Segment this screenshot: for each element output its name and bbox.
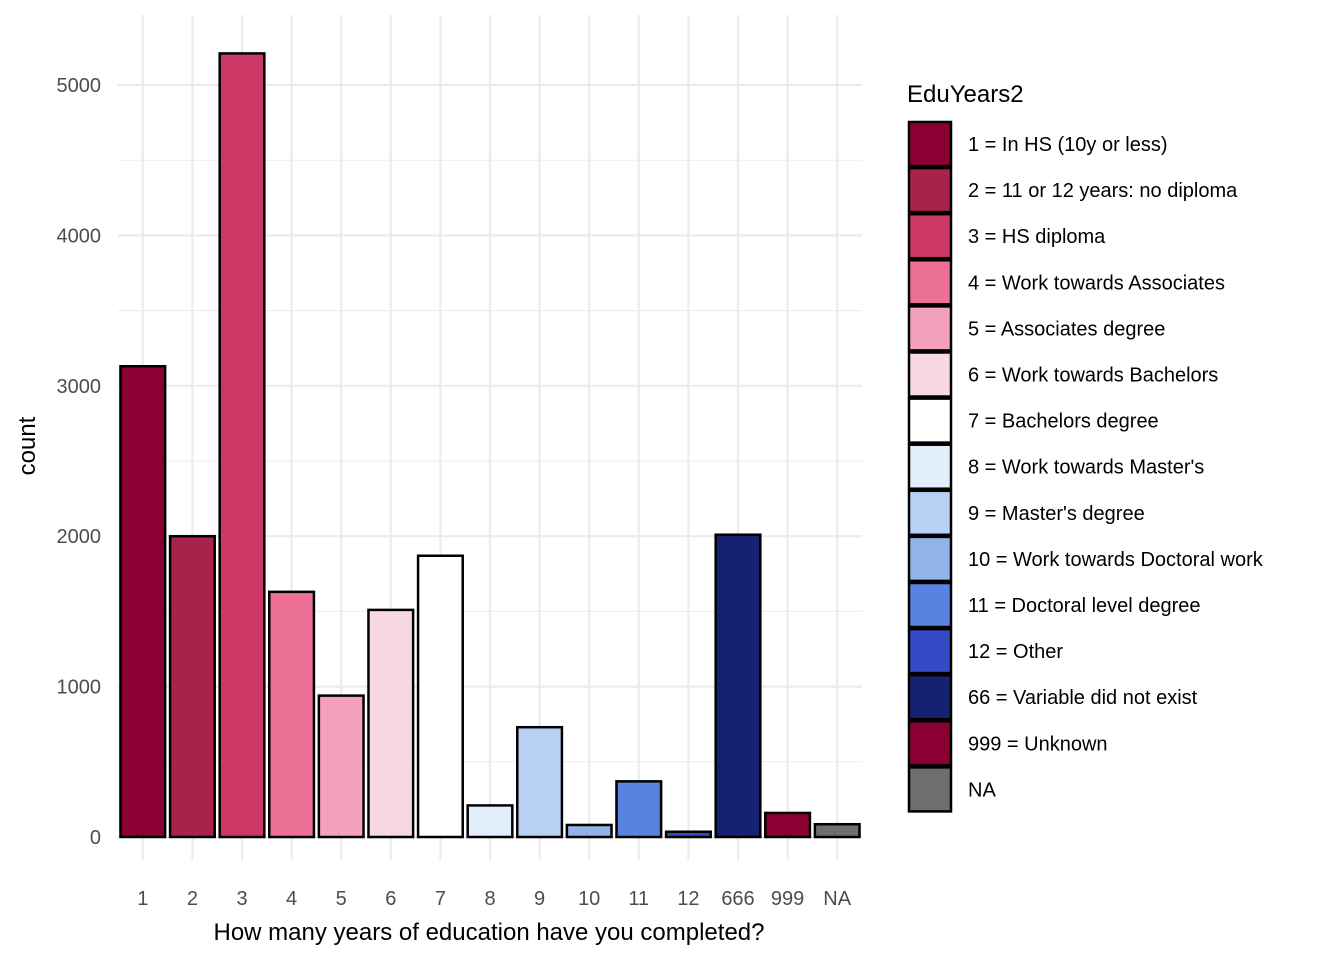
legend-swatch <box>907 166 953 214</box>
x-tick-label: 4 <box>286 888 297 910</box>
legend-swatch <box>907 305 953 352</box>
x-tick-label: 12 <box>677 888 699 910</box>
x-tick-label: 1 <box>137 888 148 910</box>
bar-NA <box>813 822 861 839</box>
legend-swatch <box>907 489 953 537</box>
legend-title: EduYears2 <box>907 81 1024 108</box>
bar-4 <box>268 590 316 839</box>
bar-12 <box>664 830 712 839</box>
y-tick-label: 0 <box>90 827 101 849</box>
legend-swatch <box>907 766 953 813</box>
x-tick-label: 10 <box>578 888 600 910</box>
x-tick-label: 5 <box>336 888 347 910</box>
legend-label: 9 = Master's degree <box>968 503 1145 525</box>
legend-label: 5 = Associates degree <box>968 318 1165 340</box>
legend-swatch <box>907 443 953 490</box>
bar-666 <box>714 533 762 839</box>
legend-label: 3 = HS diploma <box>968 226 1106 248</box>
legend-label: 11 = Doctoral level degree <box>968 595 1201 617</box>
bar-5 <box>317 694 365 839</box>
bar-2 <box>168 534 216 839</box>
legend-label: 1 = In HS (10y or less) <box>968 134 1168 156</box>
x-tick-label: NA <box>823 888 851 910</box>
legend-swatch <box>907 673 953 721</box>
x-tick-label: 666 <box>721 888 754 910</box>
legend-label: 2 = 11 or 12 years: no diploma <box>968 180 1238 202</box>
legend-label: 12 = Other <box>968 641 1063 663</box>
legend-items: 1 = In HS (10y or less) 2 = 11 or 12 year… <box>907 120 1264 813</box>
x-tick-label: 3 <box>236 888 247 910</box>
legend-swatch <box>907 720 953 767</box>
legend-swatch <box>907 581 953 629</box>
x-tick-label: 9 <box>534 888 545 910</box>
bar-11 <box>615 780 663 839</box>
x-tick-label: 7 <box>435 888 446 910</box>
legend-label: 999 = Unknown <box>968 733 1108 755</box>
legend: EduYears2 1 = In HS (10y or less) 2 = 11 … <box>907 81 1264 813</box>
x-axis-title: How many years of education have you com… <box>214 919 765 946</box>
x-axis-ticks: 1 2 3 4 5 6 7 8 9 10 11 12 666 999 NA <box>137 888 852 910</box>
legend-label: 4 = Work towards Associates <box>968 272 1225 294</box>
bar-7 <box>416 554 464 839</box>
legend-swatch <box>907 212 953 260</box>
y-tick-label: 3000 <box>57 376 102 398</box>
x-tick-label: 8 <box>484 888 495 910</box>
legend-label: 10 = Work towards Doctoral work <box>968 549 1264 571</box>
x-tick-label: 6 <box>385 888 396 910</box>
legend-label: NA <box>968 779 996 801</box>
bars <box>119 52 861 839</box>
y-tick-label: 2000 <box>57 526 102 548</box>
y-tick-label: 1000 <box>57 677 102 699</box>
y-tick-label: 5000 <box>57 75 102 97</box>
bar-8 <box>466 804 514 839</box>
y-axis-title: count <box>14 416 41 475</box>
bar-10 <box>565 823 613 839</box>
y-tick-label: 4000 <box>57 225 102 247</box>
bar-3 <box>218 52 266 839</box>
bar-999 <box>764 811 812 839</box>
legend-label: 7 = Bachelors degree <box>968 411 1159 433</box>
legend-swatch <box>907 351 953 398</box>
legend-label: 8 = Work towards Master's <box>968 457 1204 479</box>
x-tick-label: 999 <box>771 888 804 910</box>
legend-swatch <box>907 120 953 168</box>
bar-9 <box>516 725 564 839</box>
y-axis-ticks: 0 1000 2000 3000 4000 5000 <box>57 75 102 849</box>
x-tick-label: 2 <box>187 888 198 910</box>
legend-label: 6 = Work towards Bachelors <box>968 365 1218 387</box>
bar-1 <box>119 364 167 839</box>
legend-label: 66 = Variable did not exist <box>968 687 1198 709</box>
bar-6 <box>367 608 415 839</box>
legend-swatch <box>907 259 953 306</box>
legend-swatch <box>907 535 953 583</box>
x-tick-label: 11 <box>628 888 649 910</box>
legend-swatch <box>907 397 953 444</box>
legend-swatch <box>907 627 953 675</box>
